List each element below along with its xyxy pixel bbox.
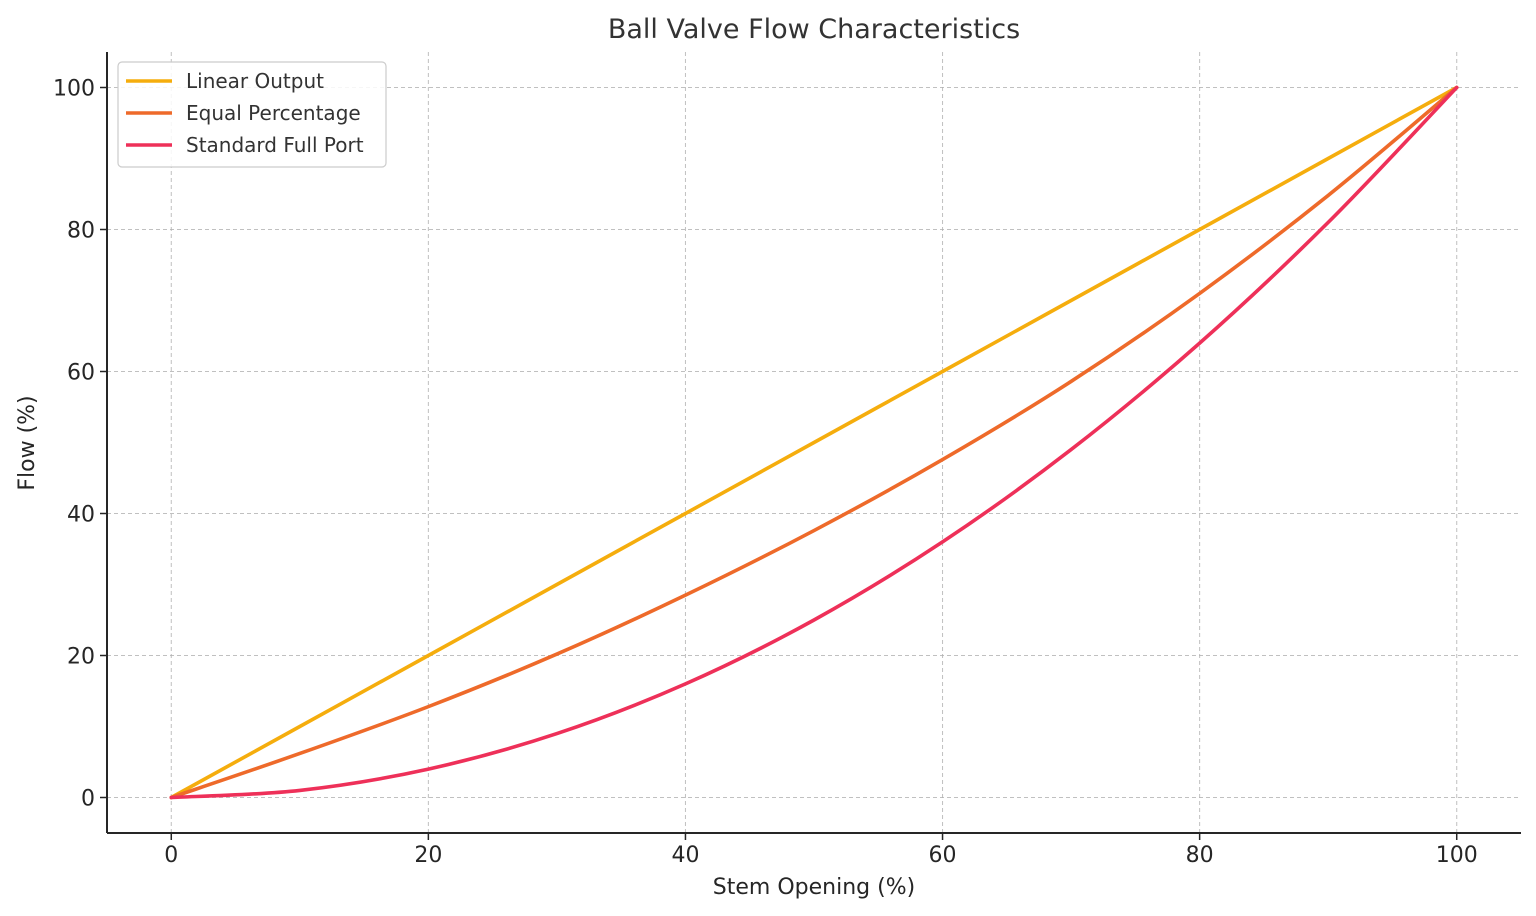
y-axis-title: Flow (%) <box>15 395 40 490</box>
chart-title: Ball Valve Flow Characteristics <box>608 14 1020 45</box>
series-layer <box>169 85 1459 800</box>
axes <box>106 52 1521 834</box>
x-tick-label: 0 <box>164 843 178 868</box>
x-tick-label: 60 <box>929 843 957 868</box>
y-tick-label: 20 <box>67 645 95 670</box>
x-ticks: 0 20 40 60 80 100 <box>164 833 1478 868</box>
x-tick-label: 40 <box>671 843 699 868</box>
y-tick-label: 0 <box>81 787 95 812</box>
x-tick-label: 80 <box>1186 843 1214 868</box>
series-line-linear-output <box>169 85 1459 800</box>
y-tick-label: 80 <box>67 219 95 244</box>
y-ticks: 0 20 40 60 80 100 <box>53 77 107 812</box>
series-line-standard-full-port <box>169 85 1459 800</box>
y-tick-label: 60 <box>67 361 95 386</box>
series-line-equal-percentage <box>169 85 1459 800</box>
legend-box <box>117 61 387 168</box>
x-tick-label: 100 <box>1436 843 1478 868</box>
x-axis-title: Stem Opening (%) <box>713 875 915 900</box>
y-tick-label: 40 <box>67 503 95 528</box>
legend-label-linear-output: Linear Output <box>186 69 324 93</box>
x-tick-label: 20 <box>414 843 442 868</box>
legend-label-standard-full-port: Standard Full Port <box>186 133 364 157</box>
legend: Linear Output Equal Percentage Standard Fu… <box>117 61 387 168</box>
y-tick-label: 100 <box>53 77 95 102</box>
legend-label-equal-percentage: Equal Percentage <box>186 101 361 125</box>
